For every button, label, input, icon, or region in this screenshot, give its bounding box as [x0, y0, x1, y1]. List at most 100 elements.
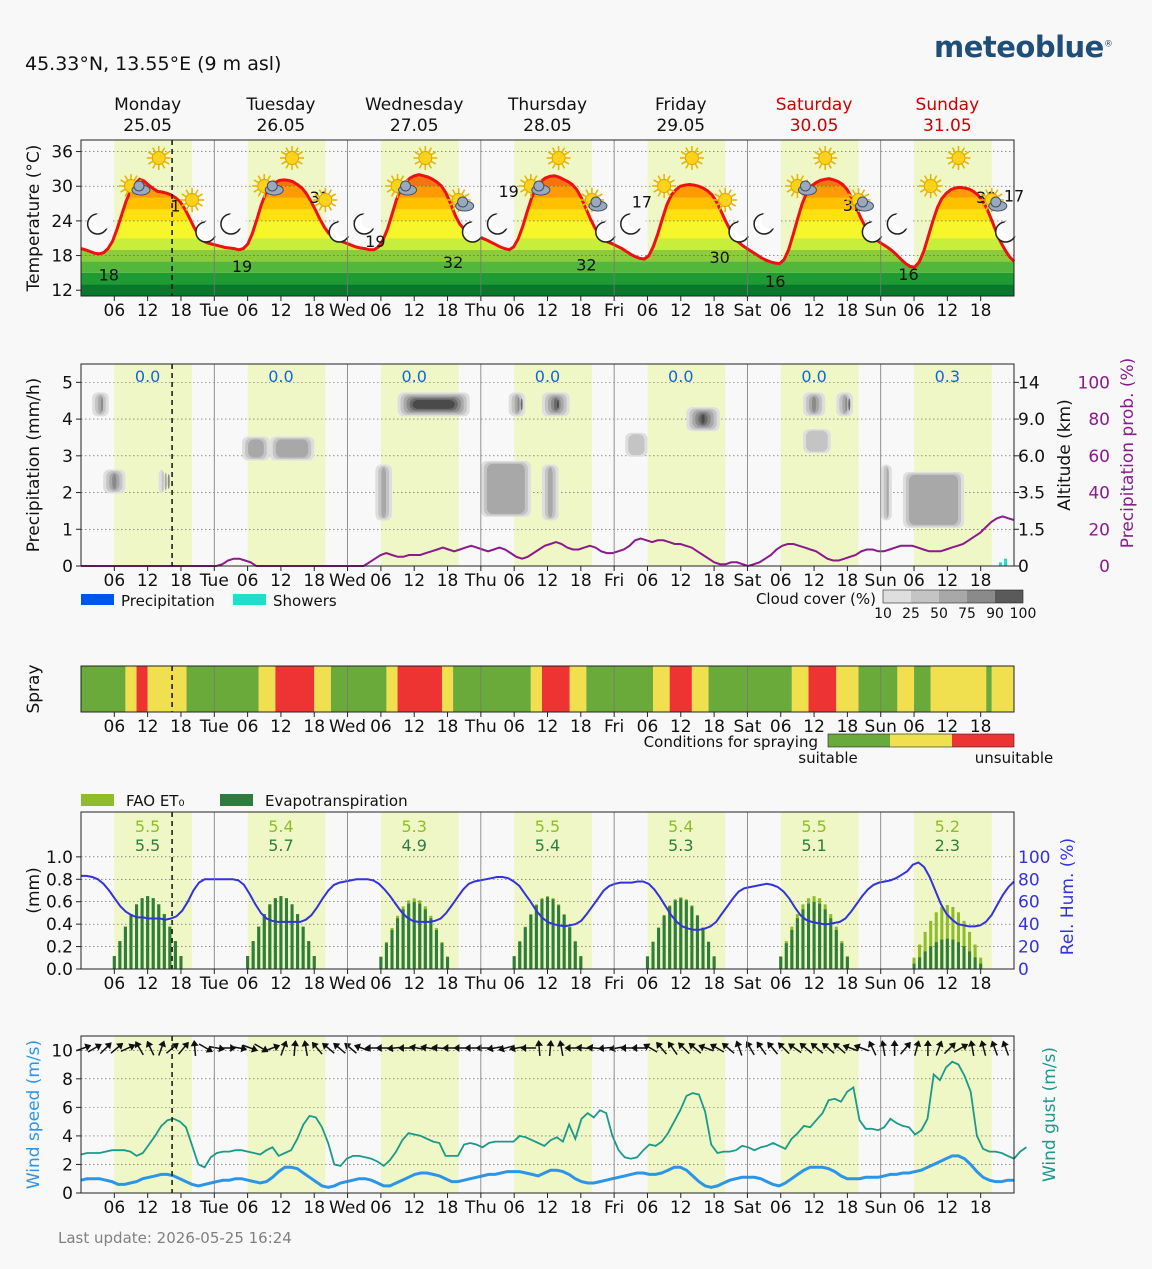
y-tick-label: 10 [51, 1041, 73, 1061]
evapotranspiration-bar [284, 898, 289, 969]
spray-segment [186, 666, 259, 712]
location-label: 45.33°N, 13.55°E (9 m asl) [25, 53, 282, 75]
moon-icon [753, 211, 780, 235]
evapotranspiration-bar [290, 904, 294, 969]
temperature-band [81, 284, 1014, 296]
evapotranspiration-bar [973, 957, 977, 969]
temperature-x-axis: 06 12 18 Tue 06 12 18 Wed 06 12 18 Thu 06 12 18 Fri 06 12… [104, 296, 991, 321]
meteoblue-logo: meteoblue® [934, 30, 1113, 64]
wind-arrow-icon [923, 1040, 932, 1056]
x-tick-label: 06 [104, 1198, 126, 1218]
cloud-patch [167, 474, 170, 490]
wind-arrow-icon [756, 1041, 767, 1055]
fao-bar [945, 905, 949, 969]
x-tick-day-tue: Tue [199, 571, 229, 591]
evapotranspiration-bar [540, 899, 544, 969]
temperature-value-label: 16 [765, 272, 785, 291]
cloud-cover [92, 392, 965, 528]
x-tick-label: 06 [237, 717, 259, 737]
moon-icon [595, 219, 621, 243]
daily-precip-total: 0.3 [935, 367, 960, 386]
wind-arrow-icon [810, 1042, 824, 1054]
precipitation-probability-line [81, 515, 1015, 568]
x-tick-day-thu: Thu [464, 717, 497, 737]
daily-evapotranspiration-value: 5.1 [801, 836, 826, 855]
humidity-tick-label: 0 [1018, 960, 1029, 980]
x-tick-label: 06 [370, 974, 392, 994]
temperature-value-label: 19 [232, 257, 252, 276]
wind-arrow-icon [943, 1042, 956, 1055]
day-name-sun: Sunday [916, 95, 980, 115]
cloud-icon [797, 180, 817, 196]
precipitation-legend-label: Precipitation [121, 592, 215, 610]
x-tick-label: 18 [303, 571, 325, 591]
evapotranspiration-bar [129, 914, 133, 969]
day-name-wed: Wednesday [365, 95, 463, 115]
wind-arrow-icon [631, 1044, 648, 1052]
x-tick-day-sat: Sat [733, 1198, 761, 1218]
temperature-band [81, 238, 1014, 250]
y-tick-label: 0 [62, 1184, 73, 1204]
wind-arrow-icon [264, 1043, 281, 1052]
x-tick-label: 12 [803, 717, 825, 737]
evapotranspiration-bar [168, 926, 172, 969]
evapotranspiration-bar [829, 918, 833, 969]
y-tick-label: 30 [51, 177, 73, 197]
wind-arrow-icon [520, 1044, 537, 1052]
showers-legend-label: Showers [273, 592, 337, 610]
evapotranspiration-bar [518, 941, 522, 969]
x-tick-label: 18 [437, 301, 459, 321]
evapotranspiration-bar [179, 956, 183, 969]
x-tick-label: 18 [570, 301, 592, 321]
x-tick-label: 06 [770, 571, 792, 591]
evapotranspiration-bar [173, 941, 177, 969]
evapotranspiration-bar [529, 914, 533, 969]
wind-arrow-icon [546, 1040, 555, 1057]
cloud-patch [701, 414, 705, 424]
spray-segment [930, 666, 987, 712]
fao-bar [951, 906, 955, 969]
temperature-y-axis: 12 18 24 30 36 [51, 143, 81, 301]
cloud-patch [547, 467, 553, 518]
evapotranspiration-bar [679, 898, 683, 969]
humidity-tick-label: 60 [1018, 893, 1040, 913]
day-date-thu: 28.05 [523, 116, 572, 136]
x-tick-label: 12 [670, 301, 692, 321]
x-tick-label: 06 [770, 301, 792, 321]
x-tick-label: 18 [703, 1198, 725, 1218]
daily-evapotranspiration-value: 5.5 [135, 836, 160, 855]
spray-segment [530, 666, 542, 712]
wind-gust-axis-title: Wind gust (m/s) [1040, 1047, 1060, 1182]
wind-arrow-icon [190, 1040, 199, 1057]
y-tick-label: 1 [62, 520, 73, 540]
daily-precip-total: 0.0 [535, 367, 560, 386]
cloud-patch [517, 396, 520, 412]
x-tick-label: 18 [837, 571, 859, 591]
fao-legend-swatch [81, 794, 114, 806]
x-tick-label: 18 [837, 1198, 859, 1218]
fao-bar [912, 957, 916, 969]
cloud-patch [520, 398, 523, 411]
wind-arrow-icon [231, 1044, 248, 1053]
x-tick-label: 12 [803, 571, 825, 591]
x-tick-label: 12 [937, 717, 959, 737]
y-tick-label: 0.6 [46, 893, 73, 913]
evapotranspiration-bar [562, 914, 566, 969]
evapotranspiration-bar [307, 941, 311, 969]
day-name-mon: Monday [114, 95, 181, 115]
y-tick-label: 12 [51, 281, 73, 301]
wind-arrow-icon [979, 1040, 987, 1056]
x-tick-label: 12 [137, 1198, 159, 1218]
wind-arrow-icon [198, 1043, 213, 1053]
evapotranspiration-bar [790, 929, 794, 969]
cloud-cover-legend-tick: 75 [958, 606, 976, 622]
sun-icon [546, 146, 571, 170]
wind-arrow-icon [1001, 1040, 1010, 1056]
x-tick-label: 18 [170, 1198, 192, 1218]
cloud-cover-legend-tick: 100 [1010, 606, 1037, 622]
day-date-mon: 25.05 [123, 116, 172, 136]
spray-legend-suitable: suitable [798, 749, 857, 767]
y-tick-label: 3 [62, 447, 73, 467]
probability-tick-label: 40 [1088, 484, 1110, 504]
temperature-value-label: 1 [170, 196, 180, 215]
